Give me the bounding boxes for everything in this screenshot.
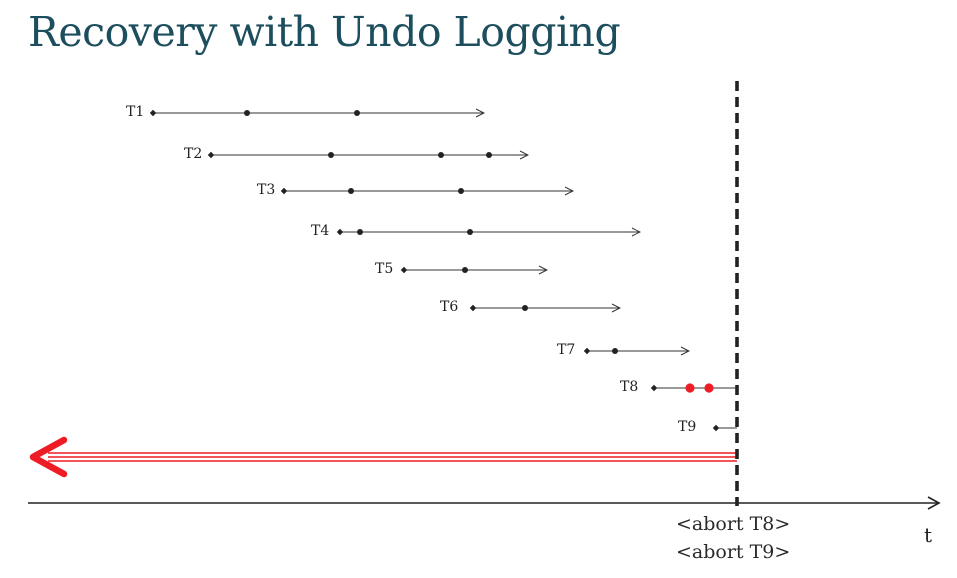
transaction-start-marker	[207, 151, 215, 159]
transaction-row-t8: T8	[620, 379, 737, 395]
write-action-dot	[354, 110, 360, 116]
transaction-label-t5: T5	[375, 261, 393, 277]
undo-scan-arrow	[29, 436, 737, 478]
write-action-dot	[462, 267, 468, 273]
transaction-label-t8: T8	[620, 379, 638, 395]
transaction-rows: T1 T2 T3 T4 T5 T6 T7 T8 T9	[126, 104, 737, 435]
transaction-start-marker	[650, 384, 658, 392]
undone-write-dot	[704, 383, 714, 393]
transaction-row-t2: T2	[184, 146, 528, 162]
transaction-start-marker	[280, 187, 288, 195]
transaction-row-t5: T5	[375, 261, 547, 277]
transaction-row-t4: T4	[311, 223, 640, 239]
write-action-dot	[522, 305, 528, 311]
write-action-dot	[348, 188, 354, 194]
undone-write-dot	[685, 383, 695, 393]
write-action-dot	[486, 152, 492, 158]
transaction-label-t4: T4	[311, 223, 329, 239]
transaction-label-t7: T7	[557, 342, 575, 358]
transaction-start-marker	[469, 304, 477, 312]
transaction-row-t1: T1	[126, 104, 484, 120]
time-axis-label: t	[924, 523, 932, 547]
transaction-label-t9: T9	[678, 419, 696, 435]
transaction-row-t7: T7	[557, 342, 689, 358]
transaction-start-marker	[336, 228, 344, 236]
write-action-dot	[244, 110, 250, 116]
transaction-label-t2: T2	[184, 146, 202, 162]
transaction-row-t6: T6	[440, 299, 620, 315]
page-title: Recovery with Undo Logging	[28, 8, 621, 56]
transaction-label-t3: T3	[257, 182, 275, 198]
transaction-row-t9: T9	[678, 419, 737, 435]
transaction-start-marker	[712, 424, 720, 432]
undo-arrow-head	[29, 436, 68, 478]
write-action-dot	[467, 229, 473, 235]
transaction-label-t1: T1	[126, 104, 144, 120]
write-action-dot	[612, 348, 618, 354]
write-action-dot	[438, 152, 444, 158]
transaction-start-marker	[400, 266, 408, 274]
transaction-label-t6: T6	[440, 299, 458, 315]
write-action-dot	[357, 229, 363, 235]
abort-note-t9: <abort T9>	[676, 541, 791, 563]
abort-note-t8: <abort T8>	[676, 513, 791, 535]
write-action-dot	[458, 188, 464, 194]
transaction-row-t3: T3	[257, 182, 573, 198]
transaction-start-marker	[149, 109, 157, 117]
write-action-dot	[328, 152, 334, 158]
transaction-start-marker	[583, 347, 591, 355]
